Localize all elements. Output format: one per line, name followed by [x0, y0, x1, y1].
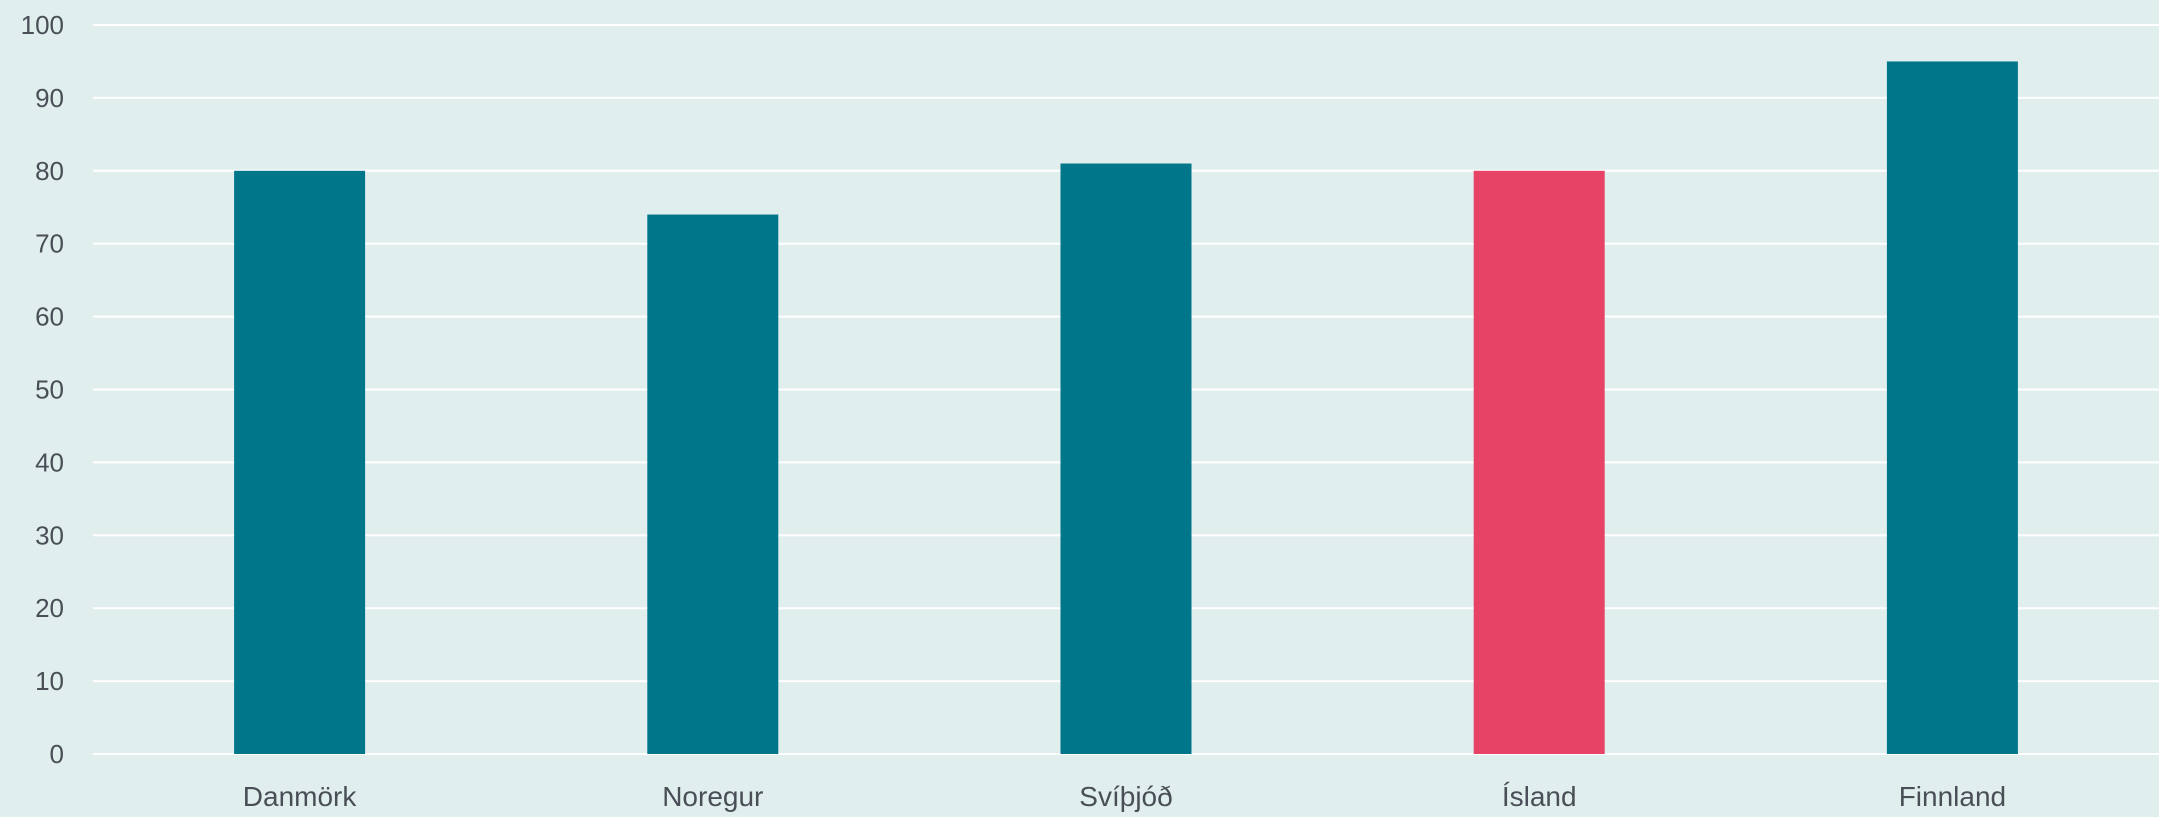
- y-tick-label: 70: [35, 229, 64, 259]
- y-tick-label: 100: [21, 10, 64, 40]
- y-tick-label: 60: [35, 302, 64, 332]
- y-tick-label: 80: [35, 156, 64, 186]
- bar-4: [1886, 61, 2018, 754]
- y-tick-label: 0: [50, 739, 64, 769]
- y-tick-label: 10: [35, 666, 64, 696]
- bar-1: [647, 214, 779, 755]
- x-category-label: Noregur: [662, 781, 763, 812]
- bar-0: [234, 170, 366, 755]
- y-tick-label: 30: [35, 520, 64, 550]
- y-tick-label: 20: [35, 593, 64, 623]
- bars: [234, 61, 2018, 755]
- y-axis-tick-labels: 0 10 20 30 40 50 60 70 80 90 100: [21, 10, 64, 769]
- y-tick-label: 50: [35, 375, 64, 405]
- x-category-label: Svíþjóð: [1079, 781, 1172, 812]
- x-category-label: Danmörk: [243, 781, 358, 812]
- y-tick-label: 90: [35, 83, 64, 113]
- y-tick-label: 40: [35, 447, 64, 477]
- x-axis-category-labels: Danmörk Noregur Svíþjóð Ísland Finnland: [243, 781, 2006, 812]
- bar-2: [1060, 163, 1192, 754]
- bar-3: [1473, 170, 1605, 755]
- x-category-label: Finnland: [1899, 781, 2006, 812]
- x-category-label: Ísland: [1502, 781, 1577, 812]
